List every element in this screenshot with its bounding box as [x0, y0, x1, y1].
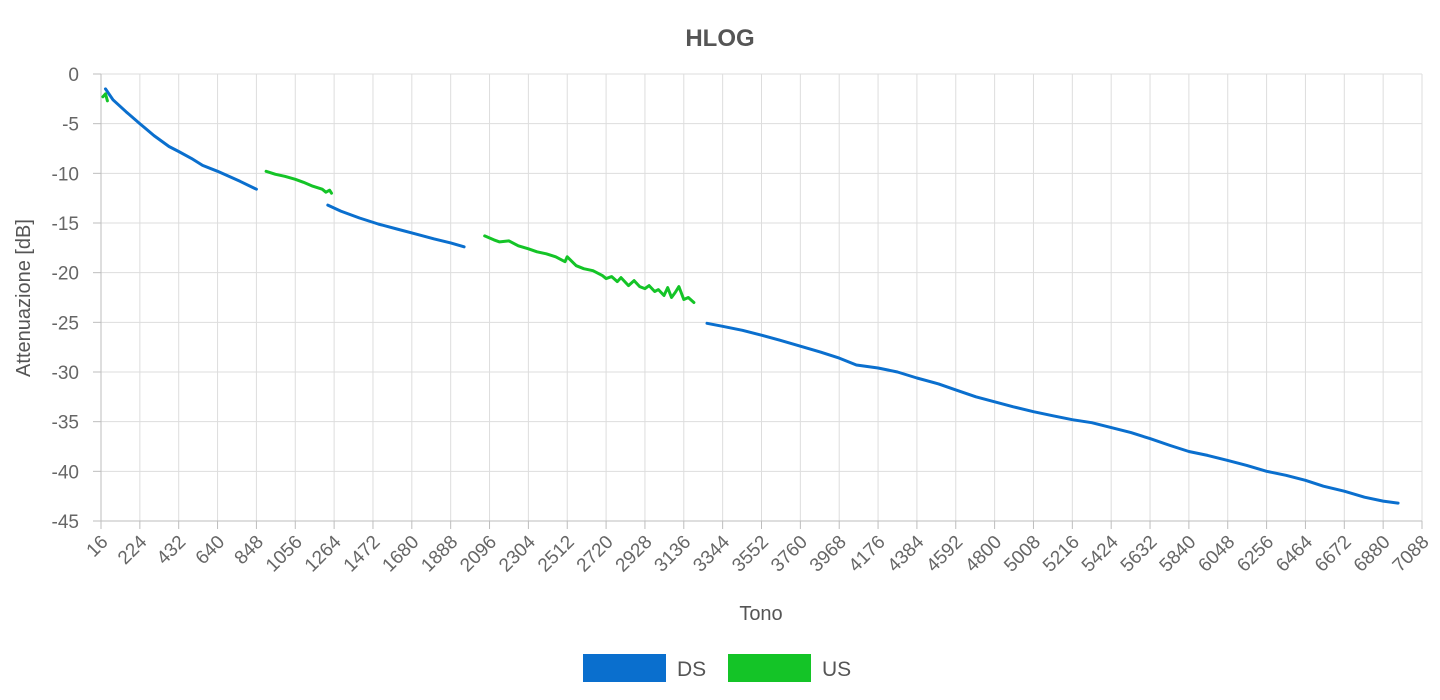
legend-swatch-us: [728, 654, 811, 682]
x-tick-label: 1264: [301, 531, 346, 576]
chart-title: HLOG: [685, 25, 754, 52]
x-axis-title: Tono: [739, 603, 782, 625]
x-tick-label: 1680: [379, 532, 424, 577]
x-tick-label: 2928: [612, 532, 657, 577]
x-tick-label: 2720: [573, 532, 618, 577]
x-tick-label: 432: [153, 532, 190, 569]
legend-item-ds[interactable]: DS: [583, 654, 706, 682]
x-tick-label: 3136: [651, 532, 696, 577]
x-tick-label: 5008: [1000, 532, 1045, 577]
y-tick-label: -45: [52, 512, 79, 533]
x-tick-label: 5840: [1156, 532, 1201, 577]
series-line-us: [101, 92, 109, 103]
legend: DS US: [583, 654, 851, 682]
x-tick-label: 16: [83, 532, 113, 562]
x-tick-label: 4384: [884, 531, 929, 576]
y-tick-label: 0: [68, 65, 79, 86]
y-tick-label: -25: [52, 313, 79, 334]
y-tick-label: -35: [52, 413, 79, 434]
series-line-ds: [326, 203, 466, 249]
x-tick-label: 1472: [340, 532, 385, 577]
series-lines: [101, 87, 1400, 505]
y-tick-label: -5: [62, 115, 79, 136]
x-tick-label: 7088: [1389, 532, 1434, 577]
legend-label-ds: DS: [677, 658, 706, 681]
y-tick-label: -15: [52, 214, 79, 235]
x-tick-label: 3968: [806, 532, 851, 577]
y-tick-label: -40: [52, 462, 79, 483]
y-axis-title: Attenuazione [dB]: [13, 219, 35, 377]
legend-swatch-ds: [583, 654, 666, 682]
series-line-ds: [705, 321, 1400, 505]
x-tick-label: 2304: [495, 531, 540, 576]
x-tick-label: 5424: [1078, 531, 1123, 576]
x-tick-label: 848: [231, 532, 268, 569]
x-tick-label: 4592: [923, 532, 968, 577]
series-line-us: [264, 169, 333, 195]
y-tick-label: -10: [52, 164, 79, 185]
x-tick-label: 6880: [1350, 532, 1395, 577]
x-tick-label: 1888: [417, 532, 462, 577]
y-tick-label: -30: [52, 363, 79, 384]
x-tick-label: 3552: [728, 532, 773, 577]
x-tick-label: 4176: [845, 532, 890, 577]
x-tick-label: 6048: [1195, 532, 1240, 577]
series-line-us: [483, 234, 696, 304]
x-tick-label: 6256: [1233, 532, 1278, 577]
grid: [100, 73, 1423, 522]
x-tick-label: 2096: [456, 532, 501, 577]
x-tick-label: 6672: [1311, 532, 1356, 577]
x-tick-label: 224: [114, 531, 152, 569]
x-tick-label: 2512: [534, 532, 579, 577]
series-line-ds: [104, 87, 258, 191]
y-tick-label: -20: [52, 264, 79, 285]
x-tick-label: 5632: [1117, 532, 1162, 577]
legend-label-us: US: [822, 658, 851, 681]
x-tick-label: 3344: [689, 531, 734, 576]
legend-item-us[interactable]: US: [728, 654, 851, 682]
x-tick-label: 640: [192, 532, 229, 569]
x-tick-label: 6464: [1272, 531, 1317, 576]
x-tick-label: 5216: [1039, 532, 1084, 577]
x-tick-label: 1056: [262, 532, 307, 577]
x-tick-label: 4800: [961, 532, 1006, 577]
x-tick-label: 3760: [767, 532, 812, 577]
